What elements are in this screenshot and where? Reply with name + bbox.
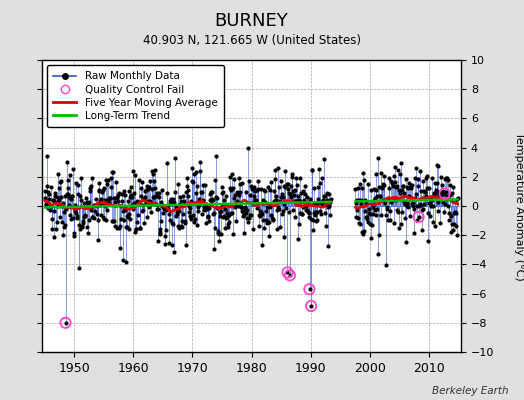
Point: [440, 190, 449, 197]
Legend: Raw Monthly Data, Quality Control Fail, Five Year Moving Average, Long-Term Tren: Raw Monthly Data, Quality Control Fail, …: [47, 65, 224, 127]
Text: Berkeley Earth: Berkeley Earth: [432, 386, 508, 396]
Point: [283, 269, 292, 276]
Point: [307, 303, 315, 309]
Text: 40.903 N, 121.665 W (United States): 40.903 N, 121.665 W (United States): [143, 34, 361, 47]
Point: [61, 320, 70, 326]
Y-axis label: Temperature Anomaly (°C): Temperature Anomaly (°C): [514, 132, 523, 280]
Point: [305, 286, 313, 292]
Point: [414, 214, 423, 220]
Point: [286, 272, 294, 278]
Text: BURNEY: BURNEY: [215, 12, 288, 30]
